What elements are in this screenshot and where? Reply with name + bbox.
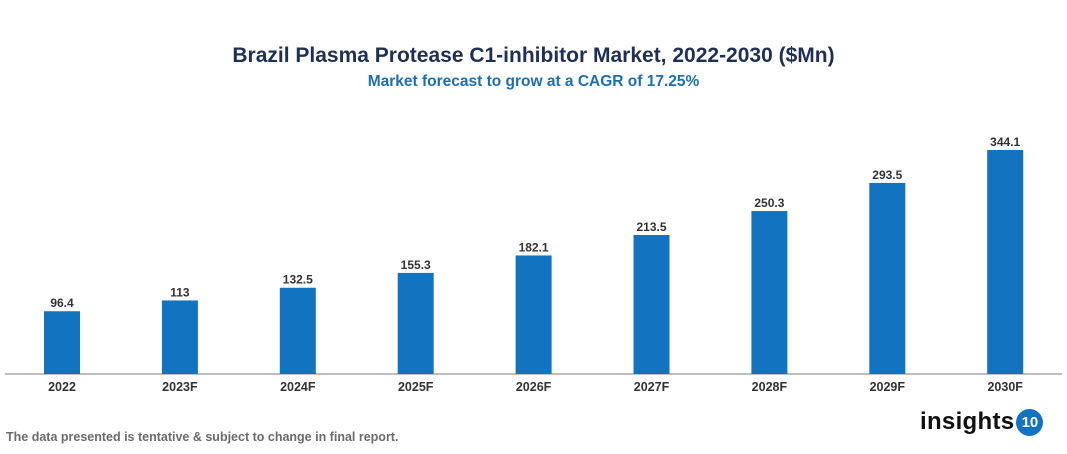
bar-2029F xyxy=(869,182,906,374)
data-label: 250.3 xyxy=(754,196,784,210)
bar-2027F xyxy=(633,235,670,374)
x-tick-label: 2022 xyxy=(48,380,76,394)
x-tick-label: 2026F xyxy=(516,380,552,394)
x-tick-label: 2028F xyxy=(752,380,788,394)
footnote: The data presented is tentative & subjec… xyxy=(6,430,399,444)
bar-2025F xyxy=(397,272,434,374)
bar-2023F xyxy=(161,300,198,374)
data-label: 293.5 xyxy=(872,168,902,182)
x-tick-label: 2025F xyxy=(398,380,434,394)
data-label: 113 xyxy=(170,285,190,299)
bar-2024F xyxy=(279,287,316,374)
chart-subtitle: Market forecast to grow at a CAGR of 17.… xyxy=(367,73,700,90)
x-tick-label: 2027F xyxy=(634,380,670,394)
chart-title: Brazil Plasma Protease C1-inhibitor Mark… xyxy=(232,44,835,67)
bar-2030F xyxy=(987,150,1024,374)
data-label: 182.1 xyxy=(519,240,549,254)
logo-text: insights xyxy=(920,408,1015,435)
bar-2028F xyxy=(751,211,788,374)
x-tick-label: 2029F xyxy=(870,380,906,394)
data-label: 344.1 xyxy=(990,135,1020,149)
bar-2022 xyxy=(44,311,80,374)
bar-2026F xyxy=(515,255,552,374)
x-tick-label: 2030F xyxy=(987,380,1023,394)
insights10-logo: insights 10 xyxy=(920,408,1044,436)
x-tick-label: 2024F xyxy=(280,380,316,394)
logo-badge: 10 xyxy=(1016,408,1044,436)
x-tick-label: 2023F xyxy=(162,380,198,394)
data-label: 213.5 xyxy=(636,220,666,234)
data-label: 132.5 xyxy=(283,273,313,287)
data-label: 96.4 xyxy=(50,296,74,310)
data-label: 155.3 xyxy=(401,258,431,272)
